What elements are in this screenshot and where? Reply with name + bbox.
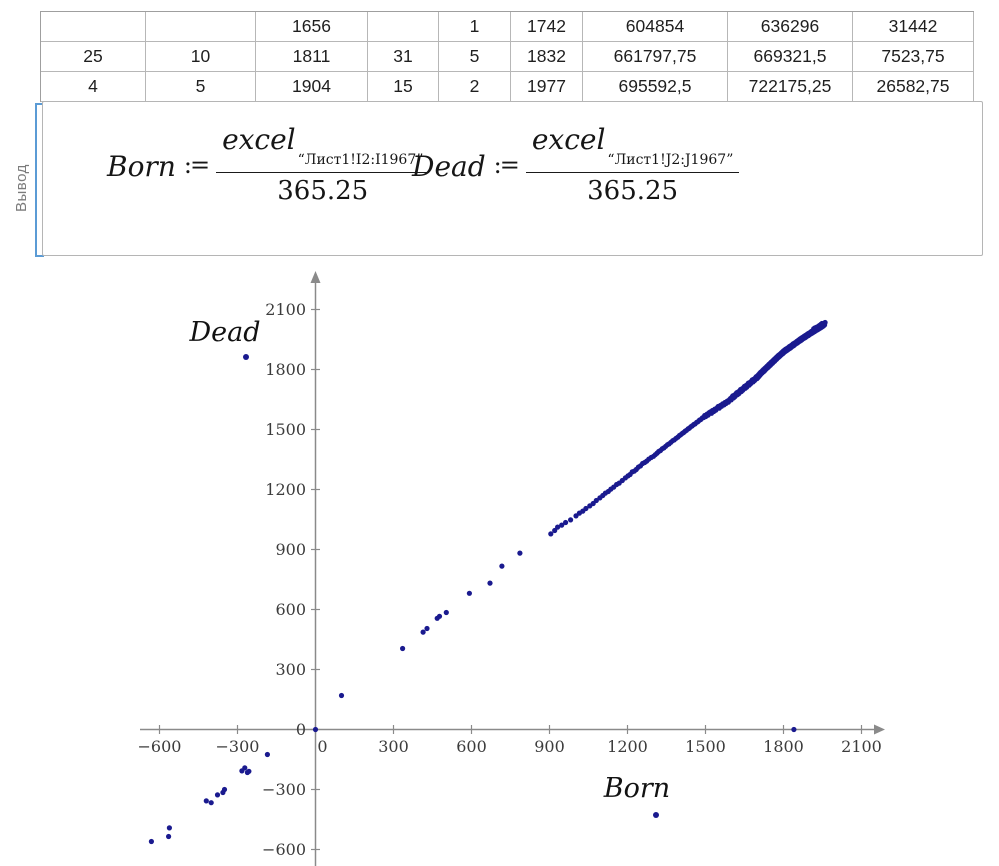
data-point (208, 800, 214, 806)
data-point (400, 645, 406, 652)
table-cell[interactable]: 10 (146, 42, 256, 72)
data-point (264, 751, 270, 758)
assign-operator: := (183, 151, 210, 179)
x-axis-label-born[interactable]: Born (603, 773, 670, 804)
y-axis-arrow-icon (310, 271, 321, 283)
data-point (548, 531, 554, 537)
table-cell[interactable]: 1742 (511, 12, 583, 42)
table-cell[interactable]: 25 (41, 42, 146, 72)
output-region-box[interactable] (42, 101, 983, 256)
data-point (148, 838, 154, 845)
data-point (214, 792, 221, 798)
excel-function-name: excel (222, 123, 296, 156)
y-tick-label: 2100 (265, 300, 306, 319)
data-point (420, 629, 426, 635)
data-point (517, 550, 523, 556)
y-axis-label-dead[interactable]: Dead (188, 317, 260, 348)
table-cell[interactable]: 636296 (728, 12, 853, 42)
data-point (559, 522, 565, 528)
x-tick-label: −600 (138, 737, 182, 756)
x-tick-label: 600 (456, 737, 487, 756)
variable-name: Dead (412, 149, 486, 183)
table-cell[interactable]: 31442 (853, 12, 974, 42)
excel-range-argument: “Лист1!I2:I1967” (297, 152, 424, 168)
x-tick-label: 2100 (841, 737, 882, 756)
data-point (221, 786, 228, 793)
y-tick-label: 300 (275, 660, 306, 679)
data-point (246, 768, 252, 774)
fraction-bar (216, 172, 430, 173)
math-definition-dead[interactable]: Dead:= excel “Лист1!J2:J1967” 365.25 (412, 126, 740, 206)
data-point (466, 590, 472, 596)
x-tick-label: 1200 (607, 737, 648, 756)
assign-operator: := (493, 151, 520, 179)
data-point (312, 726, 319, 733)
table-cell[interactable]: 669321,5 (728, 42, 853, 72)
table-cell[interactable] (146, 12, 256, 42)
table-cell[interactable]: 5 (439, 42, 511, 72)
excel-component-table[interactable]: 1656 1 1742 604854 636296 31442 25 10 1811 31 5 183… (40, 11, 974, 102)
y-tick-label: −300 (262, 780, 306, 799)
variable-name: Born (107, 149, 176, 183)
data-point (563, 519, 569, 526)
fraction-denominator: 365.25 (587, 176, 679, 206)
table-cell[interactable]: 1 (439, 12, 511, 42)
x-tick-label: 0 (317, 737, 327, 756)
table-cell[interactable]: 604854 (583, 12, 728, 42)
born-trace-marker-icon (653, 812, 659, 818)
data-point (568, 517, 574, 523)
excel-range-argument: “Лист1!J2:J1967” (607, 152, 734, 168)
table-cell[interactable]: 661797,75 (583, 42, 728, 72)
data-point (203, 798, 209, 804)
data-point (424, 625, 430, 632)
x-tick-label: 300 (378, 737, 409, 756)
data-point (166, 825, 172, 831)
fraction-bar (525, 172, 740, 173)
data-point (811, 326, 817, 332)
y-tick-label: 1200 (265, 480, 306, 499)
data-point (338, 692, 345, 699)
x-tick-label: 1500 (685, 737, 726, 756)
excel-function-name: excel (531, 123, 606, 156)
data-point (499, 563, 505, 569)
y-tick-label: 0 (296, 720, 306, 739)
y-tick-label: 900 (275, 540, 306, 559)
data-point (443, 609, 449, 616)
y-tick-label: 1500 (265, 420, 306, 439)
data-point (552, 527, 558, 534)
table-cell[interactable]: 7523,75 (853, 42, 974, 72)
table-cell[interactable]: 31 (368, 42, 439, 72)
scatter-points (148, 319, 828, 845)
x-axis-arrow-icon (874, 724, 885, 735)
data-point (791, 726, 797, 733)
math-definition-born[interactable]: Born:= excel “Лист1!I2:I1967” 365.25 (107, 126, 430, 206)
data-point (166, 833, 172, 840)
x-tick-label: 1800 (763, 737, 804, 756)
data-point (487, 580, 493, 586)
table-cell[interactable]: 1811 (256, 42, 368, 72)
fraction-denominator: 365.25 (277, 176, 369, 206)
fraction-numerator: excel “Лист1!I2:I1967” (216, 126, 429, 172)
y-tick-label: 600 (275, 600, 306, 619)
y-tick-label: −600 (262, 840, 306, 859)
fraction-numerator: excel “Лист1!J2:J1967” (526, 126, 740, 172)
x-tick-label: −300 (216, 737, 260, 756)
fraction: excel “Лист1!I2:I1967” 365.25 (216, 126, 430, 206)
table-cell[interactable]: 1832 (511, 42, 583, 72)
data-point (436, 613, 443, 619)
x-tick-label: 900 (534, 737, 565, 756)
table-cell[interactable]: 1656 (256, 12, 368, 42)
table-cell[interactable] (41, 12, 146, 42)
dead-trace-marker-icon (243, 354, 249, 360)
data-point (242, 765, 248, 771)
data-point (583, 505, 589, 512)
fraction: excel “Лист1!J2:J1967” 365.25 (525, 126, 740, 206)
region-collapse-bracket[interactable] (35, 103, 44, 257)
data-point (593, 497, 599, 504)
table-cell[interactable] (368, 12, 439, 42)
y-tick-label: 1800 (265, 360, 306, 379)
data-point (555, 524, 561, 530)
